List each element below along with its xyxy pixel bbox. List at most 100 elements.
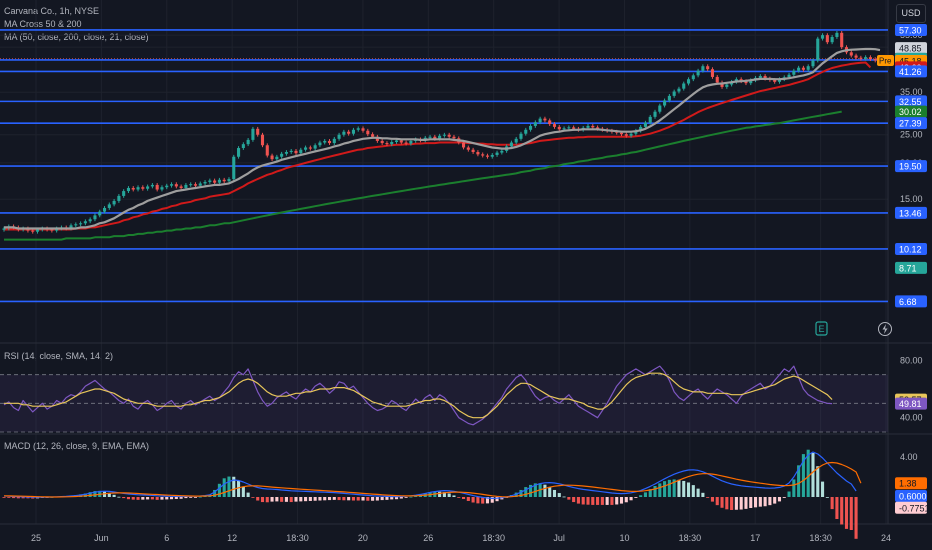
candle-26: [126, 186, 131, 193]
pre-tag: Pre: [877, 54, 894, 66]
candle-body-92: [442, 134, 446, 136]
candle-body-158: [758, 75, 762, 78]
macd-hist-bar-0: [2, 497, 6, 498]
indicator-ma-cross-label[interactable]: MA Cross 50 & 200: [4, 19, 82, 29]
price-label-other-12-text: 8.71: [899, 263, 917, 273]
candle-173: [830, 35, 834, 45]
candle-135: [648, 114, 652, 125]
candle-108: [519, 131, 523, 141]
candle-181: [868, 55, 872, 61]
candle-body-179: [859, 57, 863, 59]
macd-hist-bar-131: [629, 497, 633, 501]
candle-body-25: [122, 191, 126, 196]
candle-body-34: [165, 185, 169, 188]
candle-body-63: [304, 147, 308, 150]
candle-body-91: [438, 135, 442, 139]
candle-body-41: [198, 183, 202, 186]
rsi-value-label-text: 49.81: [899, 399, 922, 409]
macd-hist-bar-35: [169, 497, 174, 500]
macd-hist-bar-129: [619, 497, 624, 504]
candle-body-108: [519, 133, 523, 139]
candle-body-44: [213, 180, 217, 183]
candle-body-18: [88, 219, 92, 222]
price-label-ma21-1-text: 48.85: [899, 44, 922, 54]
candle-114: [548, 118, 552, 126]
macd-hist-bar-76: [366, 497, 370, 501]
candle-22: [107, 202, 111, 210]
macd-hist-bar-56: [270, 497, 274, 502]
candle-72: [347, 129, 351, 136]
candle-96: [461, 140, 466, 150]
price-labels: 57.3048.8545.6145.1842.6041.2632.5530.02…: [877, 23, 930, 514]
candle-body-67: [323, 140, 327, 143]
candle-body-37: [179, 186, 183, 188]
macd-hist-bar-146: [701, 492, 705, 497]
macd-hist-bar-162: [777, 497, 782, 502]
candle-body-140: [672, 91, 676, 96]
macd-hist-bar-77: [371, 497, 375, 501]
macd-hist-bar-136: [653, 486, 657, 497]
macd-hist-bar-84: [404, 497, 408, 498]
candle-body-53: [256, 128, 260, 135]
candle-body-147: [706, 66, 710, 70]
macd-hist-bar-96: [461, 497, 466, 499]
rsi-value-label-bg: [895, 397, 927, 410]
candle-body-111: [533, 122, 537, 126]
candle-body-17: [83, 221, 87, 224]
indicator-ma-label[interactable]: MA (50, close, 200, close, 21, close): [4, 32, 149, 42]
candle-body-69: [332, 138, 336, 144]
price-label-level-0: 57.30: [895, 23, 927, 36]
macd-hist-bar-94: [452, 495, 456, 497]
macd-hist-bar-83: [399, 497, 403, 499]
candle-body-114: [548, 120, 552, 125]
macd-hist-bar-150: [720, 497, 724, 508]
candle-body-22: [107, 204, 111, 208]
price-label-level-9: 19.50: [895, 160, 927, 173]
rsi-legend-label[interactable]: RSI (14, close, SMA, 14, 2): [4, 351, 114, 361]
candle-166: [797, 65, 801, 73]
earnings-flag-glyph: E: [819, 324, 825, 334]
macd-hist-bar-1: [7, 497, 11, 498]
macd-hist-bar-132: [634, 497, 638, 498]
candle-97: [466, 145, 470, 152]
macd-hist-bar-3: [16, 497, 20, 499]
currency-button[interactable]: USD: [896, 4, 926, 23]
candle-52: [251, 126, 255, 142]
candle-body-49: [237, 148, 241, 157]
y-tick-label-2: 25.00: [900, 130, 923, 140]
rsi-ma-line: [4, 372, 833, 419]
candle-107: [514, 136, 518, 145]
candle-30: [146, 184, 150, 191]
candle-73: [351, 127, 355, 136]
macd-hist-bar-66: [318, 497, 322, 501]
candle-body-23: [112, 200, 116, 205]
candle-body-76: [366, 130, 370, 135]
macd-hist-bar-141: [677, 479, 681, 497]
price-label-other-12: 8.71: [895, 261, 927, 274]
macd-hist-bar-159: [763, 497, 767, 507]
candle-182: [873, 57, 877, 63]
macd-legend-label[interactable]: MACD (12, 26, close, 9, EMA, EMA): [4, 441, 150, 451]
candle-70: [337, 132, 341, 141]
macd-hist-bar-48: [232, 476, 236, 497]
price-label-level-5-bg: [895, 65, 927, 78]
candle-112: [538, 116, 542, 125]
candle-67: [323, 139, 327, 145]
macd-hist-bar-119: [572, 497, 576, 503]
candle-body-21: [102, 207, 107, 212]
candle-body-59: [284, 152, 288, 154]
candle-55: [265, 143, 269, 158]
macd-hist-bar-122: [586, 497, 590, 505]
macd-hist-bar-164: [787, 491, 791, 497]
candle-138: [663, 98, 667, 108]
candle-body-99: [476, 152, 480, 155]
macd-hist-bar-95: [457, 497, 461, 498]
candle-body-106: [509, 142, 513, 147]
pre-tag-bg: [877, 54, 894, 66]
price-label-ma21-1-bg: [895, 42, 927, 55]
macd-hist-bar-169: [811, 453, 815, 497]
candle-27: [131, 186, 135, 192]
macd-hist-bar-170: [816, 466, 820, 497]
candle-body-96: [461, 142, 466, 148]
